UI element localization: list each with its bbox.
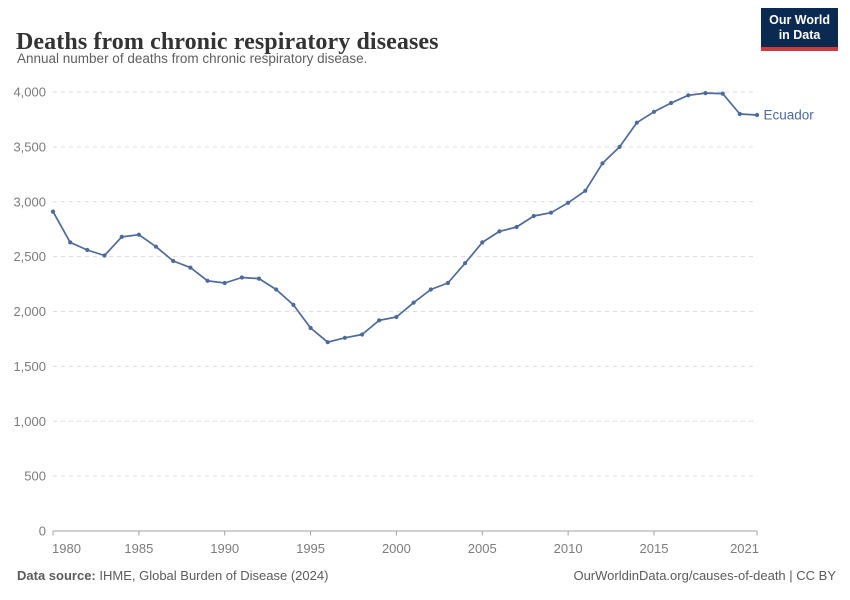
data-point bbox=[119, 234, 124, 239]
y-tick-label: 4,000 bbox=[13, 85, 46, 100]
x-tick-label: 2005 bbox=[468, 541, 497, 556]
data-point bbox=[548, 210, 554, 215]
data-point bbox=[686, 93, 691, 98]
series-line-ecuador bbox=[52, 92, 758, 344]
data-point bbox=[566, 200, 571, 205]
data-point bbox=[188, 265, 193, 270]
data-point bbox=[360, 332, 365, 337]
x-tick-label: 1980 bbox=[52, 541, 81, 556]
data-point bbox=[634, 120, 639, 125]
data-point bbox=[754, 112, 760, 118]
data-point bbox=[703, 91, 708, 96]
data-point bbox=[411, 300, 416, 305]
y-tick-label: 1,000 bbox=[13, 414, 46, 429]
data-point bbox=[514, 224, 519, 230]
data-point bbox=[274, 287, 279, 292]
y-tick-label: 2,000 bbox=[13, 304, 46, 319]
owid-logo-line2: in Data bbox=[778, 28, 821, 42]
y-tick-label: 2,500 bbox=[13, 249, 46, 264]
y-gridlines bbox=[53, 91, 757, 477]
x-tick-label: 2015 bbox=[640, 541, 669, 556]
y-tick-label: 0 bbox=[39, 524, 46, 539]
series-end-label[interactable]: Ecuador bbox=[764, 108, 815, 123]
y-tick-label: 1,500 bbox=[13, 359, 46, 374]
x-tick-label: 1995 bbox=[296, 541, 325, 556]
data-source-label: Data source: bbox=[17, 568, 96, 583]
x-tick-label: 1990 bbox=[210, 541, 239, 556]
data-point bbox=[445, 280, 450, 286]
data-point bbox=[325, 340, 330, 345]
data-point bbox=[737, 111, 742, 117]
data-point bbox=[480, 240, 485, 245]
data-point bbox=[239, 275, 244, 280]
data-point bbox=[222, 280, 227, 286]
data-point bbox=[428, 287, 433, 292]
x-tick-label: 2010 bbox=[554, 541, 583, 556]
x-tick-label: 1985 bbox=[124, 541, 153, 556]
data-point bbox=[720, 91, 725, 96]
data-point bbox=[651, 109, 657, 114]
data-point bbox=[394, 314, 399, 320]
data-point bbox=[85, 247, 90, 253]
data-point bbox=[342, 335, 347, 340]
page-title: Deaths from chronic respiratory diseases bbox=[16, 29, 439, 56]
owid-logo[interactable]: Our World in Data bbox=[761, 8, 838, 51]
x-tick-label: 2021 bbox=[730, 541, 759, 556]
owid-logo-line1: Our World bbox=[769, 13, 830, 27]
y-axis-labels: 0 500 1,000 1,500 2,000 2,500 3,000 3,500 4,000 bbox=[13, 85, 46, 539]
data-point bbox=[583, 188, 588, 193]
y-tick-label: 3,500 bbox=[13, 139, 46, 154]
data-point bbox=[256, 276, 262, 281]
data-source-text: IHME, Global Burden of Disease (2024) bbox=[95, 568, 329, 583]
data-point bbox=[531, 213, 536, 219]
data-point bbox=[68, 240, 73, 245]
data-point bbox=[669, 100, 674, 106]
data-point bbox=[463, 261, 468, 266]
data-source: Data source: IHME, Global Burden of Dise… bbox=[17, 568, 328, 583]
x-axis bbox=[52, 530, 758, 536]
data-point bbox=[205, 278, 210, 283]
footer-link[interactable]: OurWorldinData.org/causes-of-death | CC … bbox=[573, 568, 836, 583]
y-tick-label: 500 bbox=[24, 469, 46, 484]
chart-subtitle: Annual number of deaths from chronic res… bbox=[17, 51, 368, 66]
chart-footer: Data source: IHME, Global Burden of Dise… bbox=[17, 568, 836, 583]
data-point bbox=[600, 161, 605, 166]
series-points bbox=[50, 91, 760, 345]
data-point bbox=[377, 318, 382, 323]
data-point bbox=[171, 258, 176, 264]
data-point bbox=[136, 232, 141, 237]
data-point bbox=[50, 209, 56, 214]
data-point bbox=[102, 253, 107, 258]
data-point bbox=[617, 144, 622, 149]
data-point bbox=[308, 325, 313, 331]
data-point bbox=[497, 229, 502, 234]
x-axis-labels: 1980 1985 1990 1995 2000 2005 2010 2015 2021 bbox=[52, 541, 759, 556]
data-point bbox=[153, 244, 159, 249]
data-point bbox=[291, 302, 296, 307]
y-tick-label: 3,000 bbox=[13, 194, 46, 209]
x-tick-label: 2000 bbox=[382, 541, 411, 556]
